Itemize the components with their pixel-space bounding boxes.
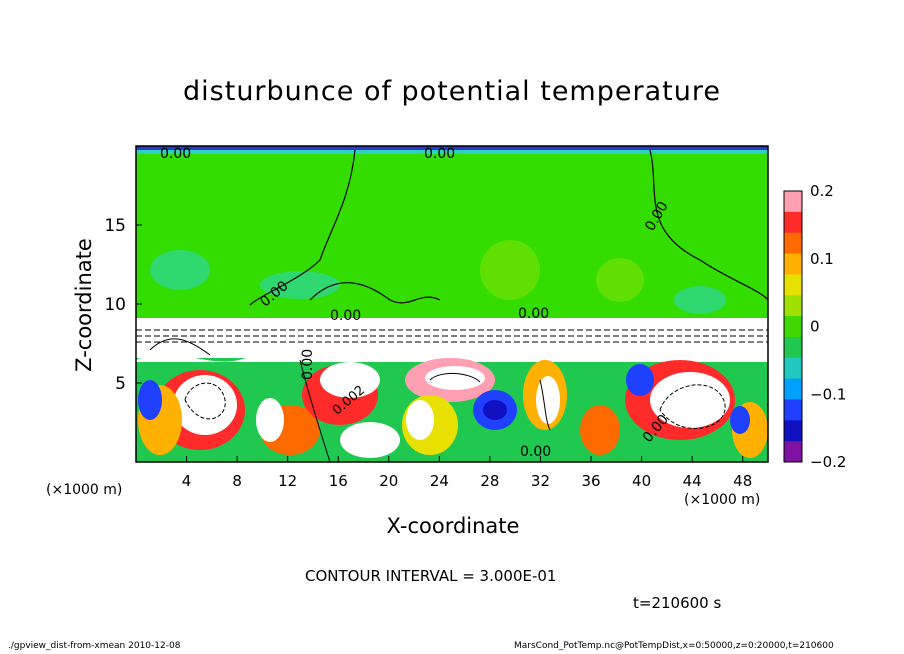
x-tick-label: 48 bbox=[733, 472, 752, 490]
y-tick-label: 15 bbox=[104, 216, 126, 236]
x-tick-label: 8 bbox=[232, 472, 242, 490]
colorbar-frame bbox=[783, 190, 803, 463]
footer-left: ./gpview_dist-from-xmean 2010-12-08 bbox=[8, 641, 181, 651]
colorbar-segment bbox=[784, 274, 802, 296]
colorbar-ticks: 0.2 0.1 0 −0.1 −0.2 bbox=[810, 182, 846, 471]
contour-label: 0.00 bbox=[520, 444, 551, 460]
x-tick-label: 16 bbox=[329, 472, 348, 490]
x-axis-label-text: X-coordinate bbox=[386, 514, 520, 538]
x-tick-label: 20 bbox=[379, 472, 398, 490]
x-axis-unit: (×1000 m) bbox=[684, 492, 761, 508]
x-tick-label: 4 bbox=[182, 472, 192, 490]
colorbar-segment bbox=[784, 378, 802, 400]
contour-label: 0.00 bbox=[300, 349, 316, 380]
colorbar-segment bbox=[784, 441, 802, 463]
footer-right: MarsCond_PotTemp.nc@PotTempDist,x=0:5000… bbox=[514, 641, 834, 651]
x-axis-label: X-coordinate bbox=[0, 514, 904, 538]
colorbar-segment bbox=[784, 191, 802, 213]
colorbar-segment bbox=[784, 357, 802, 380]
y-tick-label: 10 bbox=[104, 295, 126, 315]
colorbar-segment bbox=[784, 336, 802, 359]
contour-interval: CONTOUR INTERVAL = 3.000E-01 bbox=[305, 567, 557, 585]
colorbar bbox=[784, 191, 802, 463]
colorbar-tick-label: 0.1 bbox=[810, 250, 834, 268]
colorbar-segment bbox=[784, 295, 802, 317]
x-tick-label: 28 bbox=[480, 472, 499, 490]
colorbar-segment bbox=[784, 316, 802, 338]
colorbar-tick-label: 0.2 bbox=[810, 182, 834, 200]
y-tick-label: 5 bbox=[115, 374, 126, 394]
contour-label: 0.00 bbox=[424, 146, 455, 162]
x-tick-label: 36 bbox=[581, 472, 600, 490]
x-tick-label: 12 bbox=[278, 472, 297, 490]
colorbar-segment bbox=[784, 420, 802, 442]
colorbar-tick-label: −0.1 bbox=[810, 385, 846, 403]
x-tick-label: 40 bbox=[632, 472, 651, 490]
x-ticks bbox=[186, 456, 744, 462]
contour-label: 0.00 bbox=[330, 308, 361, 324]
colorbar-segment bbox=[784, 232, 802, 255]
colorbar-segment bbox=[784, 253, 802, 275]
upper-region-detail bbox=[136, 146, 768, 314]
time-label: t=210600 s bbox=[633, 594, 722, 612]
contour-label: 0.00 bbox=[518, 306, 549, 322]
colorbar-segment bbox=[784, 211, 802, 234]
chart-title: disturbunce of potential temperature bbox=[183, 76, 721, 107]
y-axis-label: Z-coordinate bbox=[72, 238, 96, 372]
x-tick-label: 44 bbox=[683, 472, 702, 490]
contour-label: 0.00 bbox=[160, 146, 191, 162]
colorbar-tick-label: 0 bbox=[810, 318, 820, 336]
x-tick-label: 32 bbox=[531, 472, 550, 490]
colorbar-tick-label: −0.2 bbox=[810, 453, 846, 471]
colorbar-segment bbox=[784, 399, 802, 421]
lower-region bbox=[136, 318, 768, 462]
y-ticks bbox=[136, 224, 142, 384]
x-tick-label: 24 bbox=[430, 472, 449, 490]
upper-region bbox=[136, 146, 768, 318]
y-axis-unit: (×1000 m) bbox=[46, 482, 123, 498]
